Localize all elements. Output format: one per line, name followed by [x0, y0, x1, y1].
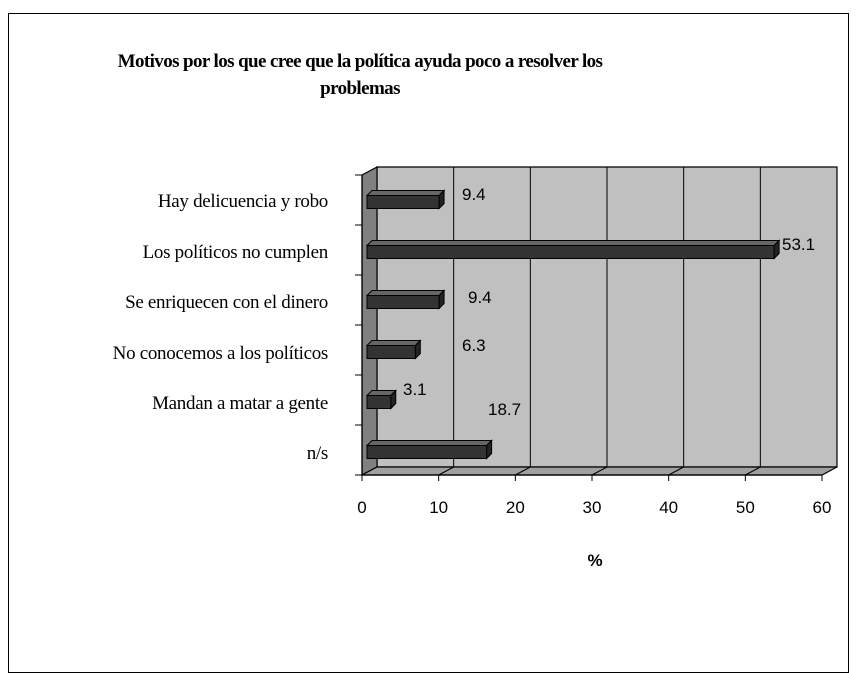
bar-top — [365, 240, 781, 246]
bar-top — [365, 190, 446, 196]
category-label: n/s — [307, 443, 328, 464]
category-label: Mandan a matar a gente — [152, 393, 328, 414]
side-wall — [361, 166, 378, 476]
data-label: 18.7 — [488, 400, 521, 419]
x-tick-label: 10 — [429, 498, 448, 517]
bar — [366, 195, 440, 209]
x-tick-label: 20 — [506, 498, 525, 517]
x-tick-label: 50 — [736, 498, 755, 517]
bar — [366, 445, 488, 459]
chart-title: Motivos por los que cree que la política… — [117, 51, 603, 99]
bar-top — [365, 440, 493, 446]
floor-gridline — [668, 466, 684, 476]
x-tick-label: 30 — [583, 498, 602, 517]
category-label: Hay delicuencia y robo — [158, 191, 328, 212]
category-label: No conocemos a los políticos — [113, 343, 328, 364]
bar-top — [365, 340, 422, 346]
data-label: 9.4 — [468, 288, 492, 307]
bars — [365, 189, 781, 460]
data-label: 3.1 — [403, 380, 427, 399]
floor-gridline — [745, 466, 761, 476]
data-label: 53.1 — [782, 235, 815, 254]
x-tick-label: 0 — [357, 498, 366, 517]
gridlines — [355, 167, 823, 481]
category-label: Los políticos no cumplen — [143, 242, 329, 263]
bar-top — [365, 290, 446, 296]
bar — [366, 295, 440, 309]
floor-gridline — [515, 466, 531, 476]
data-label: 9.4 — [462, 185, 486, 204]
data-label: 6.3 — [462, 336, 486, 355]
bar — [366, 395, 392, 409]
floor-gridline — [591, 466, 608, 476]
x-tick-label: 60 — [813, 498, 832, 517]
plot-walls — [361, 166, 838, 476]
x-axis-title: % — [587, 551, 602, 570]
floor-gridline — [438, 466, 454, 476]
bar — [366, 345, 416, 359]
bar — [366, 245, 775, 259]
x-tick-label: 40 — [659, 498, 678, 517]
labels: 0 10 20 30 40 50 60 Hay delicuencia y robo 9.4 Lo… — [113, 185, 832, 570]
category-label: Se enriquecen con el dinero — [125, 292, 328, 313]
